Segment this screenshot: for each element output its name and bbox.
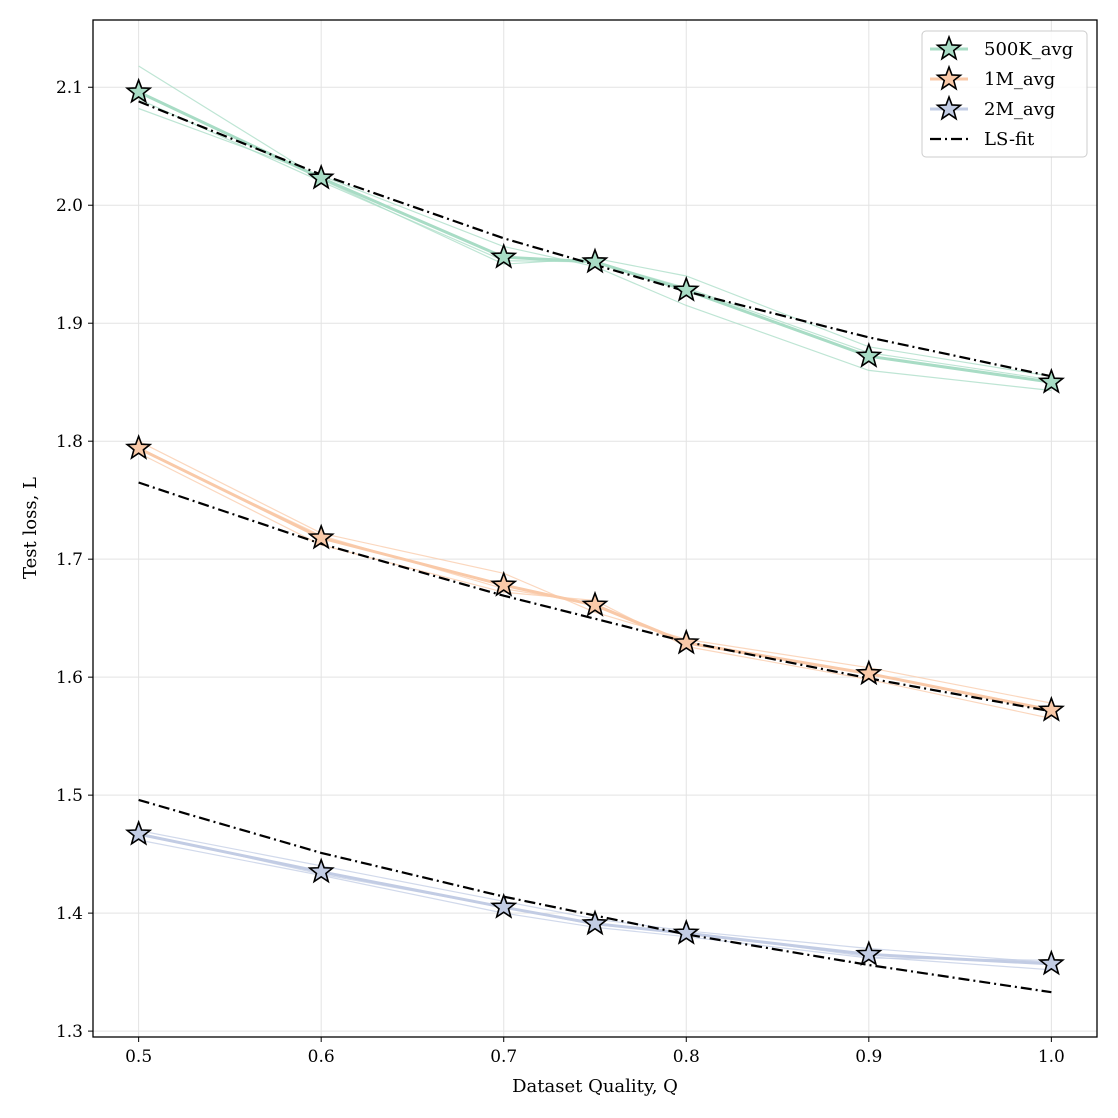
series-0-point-2 <box>490 242 518 269</box>
legend: 500K_avg 1M_avg 2M_avg LS-fit <box>921 30 1088 158</box>
x-tick-label-2: 0.7 <box>490 1047 517 1067</box>
y-axis-label: Test loss, L <box>20 477 41 579</box>
series-1-point-3 <box>581 590 609 617</box>
legend-label-2: 2M_avg <box>984 99 1055 120</box>
y-tick-label-7: 2.0 <box>56 196 83 216</box>
y-tick-label-4: 1.7 <box>56 550 83 570</box>
series-0-point-6 <box>1037 367 1065 394</box>
plot-area <box>125 65 1065 994</box>
series-0-point-0 <box>125 77 153 104</box>
series-0-point-1 <box>307 163 335 190</box>
series-1-point-6 <box>1037 695 1065 722</box>
series-1-point-5 <box>855 659 883 686</box>
series-0-point-5 <box>855 341 883 368</box>
series-0-point-4 <box>672 275 700 302</box>
axes-frame <box>92 19 1098 1038</box>
x-axis-label: Dataset Quality, Q <box>512 1076 678 1097</box>
legend-star-1 <box>935 64 963 91</box>
y-tick-label-5: 1.8 <box>56 432 83 452</box>
legend-box <box>921 30 1088 158</box>
series-2-point-3 <box>581 909 609 936</box>
grid <box>93 20 1097 1037</box>
series-2-point-6 <box>1037 949 1065 976</box>
x-tick-label-5: 1.0 <box>1038 1047 1065 1067</box>
series-0-point-3 <box>581 247 609 274</box>
series-2-point-2 <box>490 892 518 919</box>
series-1-point-2 <box>490 570 518 597</box>
legend-label-3: LS-fit <box>984 129 1035 150</box>
series-2-point-0 <box>125 819 153 846</box>
legend-star-2 <box>935 94 963 121</box>
legend-label-0: 500K_avg <box>984 39 1073 60</box>
ls-fit-line-1 <box>138 481 1052 713</box>
legend-label-1: 1M_avg <box>984 69 1055 90</box>
series-1-point-1 <box>307 523 335 550</box>
series-1-point-4 <box>672 628 700 655</box>
y-tick-label-6: 1.9 <box>56 314 83 334</box>
x-tick-label-4: 0.9 <box>855 1047 882 1067</box>
y-tick-label-8: 2.1 <box>56 78 83 98</box>
y-tick-label-0: 1.3 <box>56 1022 83 1042</box>
series-2-point-1 <box>307 857 335 884</box>
y-tick-label-2: 1.5 <box>56 786 83 806</box>
series-2-point-4 <box>672 918 700 945</box>
legend-star-0 <box>935 34 963 61</box>
series-1-point-0 <box>125 433 153 460</box>
ticks: 0.5 0.6 0.7 0.8 0.9 1.0 1.3 1.4 1.5 1.6 1.7 1.8 1.9 2… <box>56 78 1065 1067</box>
y-tick-label-1: 1.4 <box>56 904 83 924</box>
series-2-point-5 <box>855 940 883 966</box>
x-tick-label-3: 0.8 <box>673 1047 700 1067</box>
x-tick-label-0: 0.5 <box>125 1047 152 1067</box>
x-tick-label-1: 0.6 <box>308 1047 335 1067</box>
y-tick-label-3: 1.6 <box>56 668 83 688</box>
